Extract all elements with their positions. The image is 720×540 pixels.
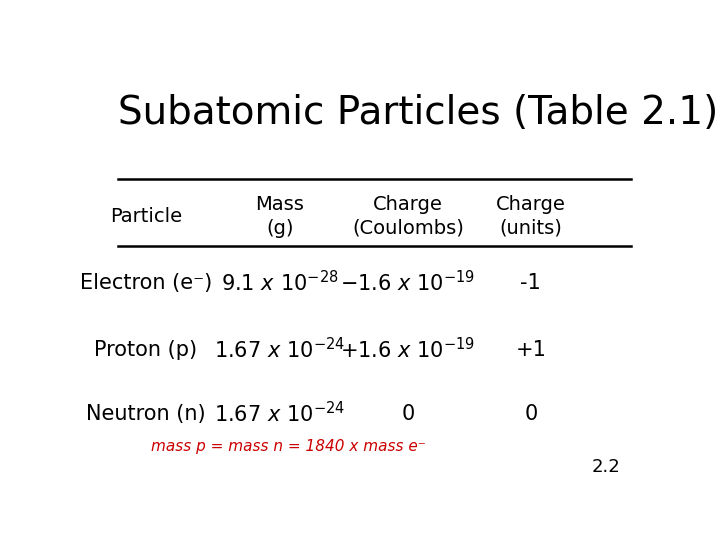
Text: $+1.6\ x\ 10^{{-}19}$: $+1.6\ x\ 10^{{-}19}$ xyxy=(341,337,476,362)
Text: +1: +1 xyxy=(516,340,546,360)
Text: Mass
(g): Mass (g) xyxy=(256,195,304,238)
Text: $1.67\ x\ 10^{{-}24}$: $1.67\ x\ 10^{{-}24}$ xyxy=(214,401,346,427)
Text: Charge
(units): Charge (units) xyxy=(496,195,566,238)
Text: Charge
(Coulombs): Charge (Coulombs) xyxy=(352,195,464,238)
Text: mass p = mass n = 1840 x mass e⁻: mass p = mass n = 1840 x mass e⁻ xyxy=(150,438,426,454)
Text: Subatomic Particles (Table 2.1): Subatomic Particles (Table 2.1) xyxy=(118,94,718,132)
Text: 2.2: 2.2 xyxy=(591,458,620,476)
Text: 0: 0 xyxy=(402,404,415,424)
Text: $-1.6\ x\ 10^{{-}19}$: $-1.6\ x\ 10^{{-}19}$ xyxy=(341,271,476,296)
Text: Neutron (n): Neutron (n) xyxy=(86,404,206,424)
Text: Proton (p): Proton (p) xyxy=(94,340,197,360)
Text: $1.67\ x\ 10^{{-}24}$: $1.67\ x\ 10^{{-}24}$ xyxy=(214,337,346,362)
Text: Particle: Particle xyxy=(109,207,182,226)
Text: $9.1\ x\ 10^{{-}28}$: $9.1\ x\ 10^{{-}28}$ xyxy=(221,271,338,296)
Text: Electron (e⁻): Electron (e⁻) xyxy=(80,273,212,293)
Text: 0: 0 xyxy=(524,404,537,424)
Text: -1: -1 xyxy=(521,273,541,293)
